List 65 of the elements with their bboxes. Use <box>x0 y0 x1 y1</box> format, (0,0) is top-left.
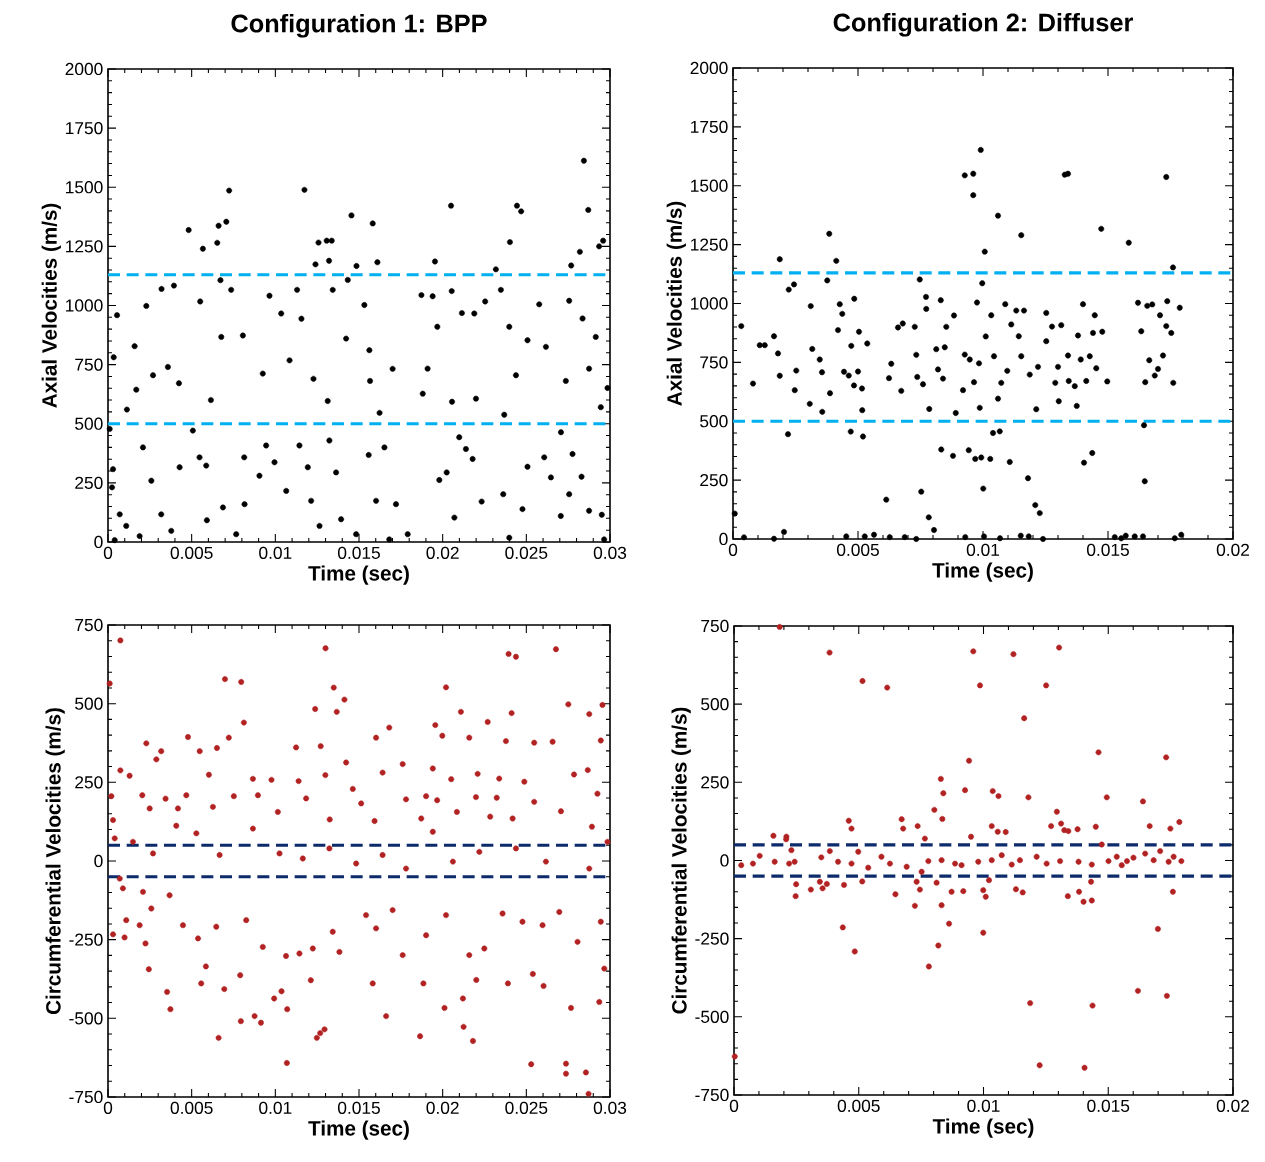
y-tick-label: 0 <box>720 854 729 867</box>
x-axis-title: Time (sec) <box>308 565 409 585</box>
x-tick-label: 0.01 <box>966 543 1000 556</box>
y-tick-label: 500 <box>701 698 729 711</box>
x-tick-label: 0.02 <box>1216 543 1249 556</box>
y-tick-label: 1250 <box>691 238 728 251</box>
y-tick-label: -250 <box>69 933 103 946</box>
y-tick-label: 1250 <box>66 240 103 253</box>
y-axis-title: Axial Velocities (m/s) <box>666 201 686 406</box>
x-tick-label: 0 <box>728 543 738 556</box>
y-tick-label: -250 <box>695 932 729 945</box>
x-tick-label: 0.015 <box>1086 543 1129 556</box>
y-tick-label: 250 <box>700 473 728 487</box>
y-axis-title: Circumferential Velocities (m/s) <box>671 707 691 1014</box>
chart-title: Configuration 2: Diffuser <box>833 12 1133 37</box>
y-tick-label: 1000 <box>691 297 728 310</box>
x-tick-label: 0.025 <box>505 546 548 559</box>
x-tick-label: 0.015 <box>337 1101 380 1114</box>
x-axis-title: Time (sec) <box>308 1120 409 1140</box>
y-tick-label: 750 <box>700 356 728 369</box>
y-tick-label: 0 <box>719 532 728 546</box>
x-tick-label: 0.01 <box>259 546 292 559</box>
x-tick-label: 0.02 <box>426 546 459 559</box>
y-tick-label: 0 <box>94 854 103 868</box>
y-axis-title: Circumferential Velocities (m/s) <box>45 708 65 1015</box>
x-tick-label: 0.01 <box>259 1101 292 1114</box>
x-axis-title: Time (sec) <box>932 562 1033 582</box>
x-tick-label: 0.005 <box>170 1101 213 1114</box>
y-tick-label: 1750 <box>691 120 728 133</box>
x-tick-label: 0.015 <box>337 546 380 559</box>
y-tick-label: -750 <box>69 1090 103 1104</box>
y-tick-label: 750 <box>75 358 103 371</box>
x-tick-label: 0.03 <box>593 1101 627 1114</box>
y-tick-label: 250 <box>75 476 103 489</box>
y-tick-label: 750 <box>701 619 729 633</box>
x-tick-label: 0 <box>103 546 113 559</box>
y-tick-label: 1500 <box>691 179 728 192</box>
y-tick-label: -500 <box>69 1012 103 1025</box>
y-tick-label: 1000 <box>66 299 103 312</box>
x-tick-label: 0.025 <box>505 1101 548 1114</box>
y-tick-label: 500 <box>75 417 103 430</box>
y-tick-label: 2000 <box>65 62 103 76</box>
y-axis-title: Axial Velocities (m/s) <box>41 203 61 408</box>
x-tick-label: 0.015 <box>1087 1099 1130 1112</box>
y-tick-label: -750 <box>695 1088 729 1102</box>
x-axis-title: Time (sec) <box>932 1118 1034 1138</box>
y-tick-label: 750 <box>75 618 103 632</box>
x-tick-label: 0.03 <box>593 546 627 559</box>
y-tick-label: 250 <box>75 776 103 789</box>
x-tick-label: 0.02 <box>1216 1099 1249 1112</box>
x-tick-label: 0.01 <box>967 1099 1000 1112</box>
x-tick-label: 0 <box>103 1101 113 1114</box>
chart-title: Configuration 1: BPP <box>231 13 487 38</box>
x-tick-label: 0.005 <box>170 546 213 559</box>
x-tick-label: 0.02 <box>426 1101 459 1114</box>
y-tick-label: 1750 <box>66 121 103 135</box>
y-tick-label: 2000 <box>690 61 728 75</box>
y-tick-label: 500 <box>700 415 728 428</box>
y-tick-label: 500 <box>75 697 103 710</box>
x-tick-label: 0.005 <box>836 543 879 556</box>
x-tick-label: 0.005 <box>837 1099 880 1112</box>
y-tick-label: 250 <box>701 776 729 789</box>
y-tick-label: -500 <box>695 1010 729 1023</box>
y-tick-label: 1500 <box>66 181 103 194</box>
x-tick-label: 0 <box>729 1099 739 1112</box>
